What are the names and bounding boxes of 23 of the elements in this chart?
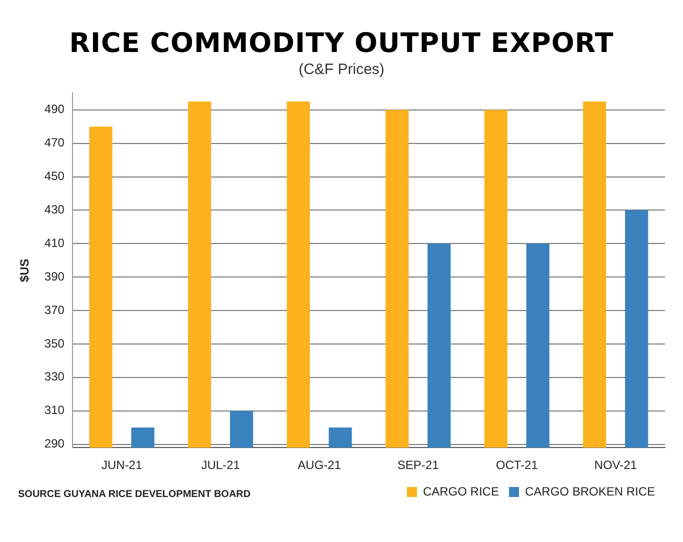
- y-tick-label: 410: [44, 236, 65, 250]
- y-tick-label: 490: [44, 102, 65, 116]
- y-tick-label: 330: [44, 370, 65, 384]
- y-tick-label: 290: [44, 436, 65, 451]
- x-tick-label: AUG-21: [298, 458, 342, 472]
- x-tick-label: SEP-21: [397, 458, 440, 472]
- y-tick-label: 450: [44, 169, 65, 184]
- x-tick-label: OCT-21: [496, 458, 538, 472]
- y-tick-label: 390: [44, 269, 65, 284]
- y-tick-label: 470: [44, 136, 65, 150]
- chart-title: RICE COMMODITY OUTPUT EXPORT: [68, 28, 615, 59]
- x-tick-label: JUN-21: [101, 458, 142, 472]
- chart-subtitle: (C&F Prices): [298, 61, 386, 78]
- x-tick-label: NOV-21: [594, 458, 638, 472]
- y-axis-title: $US: [18, 258, 32, 282]
- source-note: SOURCE GUYANA RICE DEVELOPMENT BOARD: [18, 489, 251, 500]
- legend-label: CARGO RICE: [422, 484, 499, 498]
- y-tick-label: 370: [44, 302, 65, 317]
- legend-label: CARGO BROKEN RICE: [524, 484, 656, 498]
- y-tick-label: 310: [44, 403, 65, 418]
- y-tick-label: 350: [44, 336, 65, 350]
- x-tick-label: JUL-21: [201, 458, 240, 472]
- y-tick-label: 430: [44, 202, 65, 217]
